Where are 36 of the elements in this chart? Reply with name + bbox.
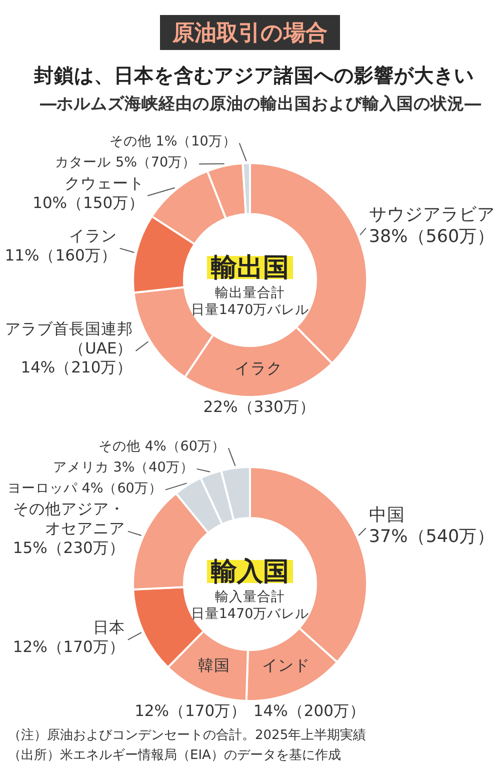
slice-label: アラブ首長国連邦（UAE）	[4, 320, 133, 358]
text: 輸出国	[210, 253, 289, 283]
text: ―ホルムズ海峡経由の原油の輸出国および輸入国の状況―	[40, 94, 482, 113]
data-label: 15%（230万）	[12, 538, 125, 557]
slice-label: クウェート	[64, 174, 145, 192]
slice-label: 中国	[368, 505, 405, 526]
slice-label: その他 1%（10万）	[109, 134, 236, 150]
data-label: 10%（150万）	[32, 194, 145, 212]
data-label: 14%（200万）	[253, 702, 366, 720]
text: （注）原油およびコンデンセートの合計。2025年上半期実績	[8, 727, 366, 743]
data-label: 11%（160万）	[4, 246, 117, 264]
text: 封鎖は、日本を含むアジア諸国への影響が大きい	[33, 64, 474, 87]
slice-label: イラン	[68, 226, 117, 245]
text: 輸入国	[210, 557, 289, 587]
slice-label: サウジアラビア	[368, 205, 495, 226]
slice-label: その他 4%（60万）	[98, 438, 226, 455]
text: 輸入量合計	[215, 589, 285, 605]
text: 日量1470万バレル	[190, 302, 310, 318]
data-label: 37%（540万）	[368, 527, 496, 548]
slice-label: アメリカ 3%（40万）	[52, 459, 194, 476]
slice-label: インド	[262, 656, 310, 674]
slice-label: ヨーロッパ 4%（60万）	[8, 480, 162, 496]
slice-label: 日本	[92, 618, 125, 636]
slice-label: カタール 5%（70万）	[55, 154, 196, 171]
text: 日量1470万バレル	[190, 606, 310, 622]
data-label: 22%（330万）	[203, 398, 316, 416]
slice-label: イラク	[234, 359, 283, 378]
slice-label: 韓国	[198, 656, 230, 674]
slice-label: その他アジア・オセアニア	[12, 500, 125, 538]
text: （出所）米エネルギー情報局（EIA）のデータを基に作成	[8, 748, 341, 763]
data-label: 14%（210万）	[20, 358, 133, 377]
text: 輸出量合計	[215, 285, 285, 301]
data-label: 38%（560万）	[368, 227, 496, 248]
text: 原油取引の場合	[172, 21, 328, 46]
data-label: 12%（170万）	[12, 638, 125, 656]
data-label: 12%（170万）	[134, 702, 247, 720]
